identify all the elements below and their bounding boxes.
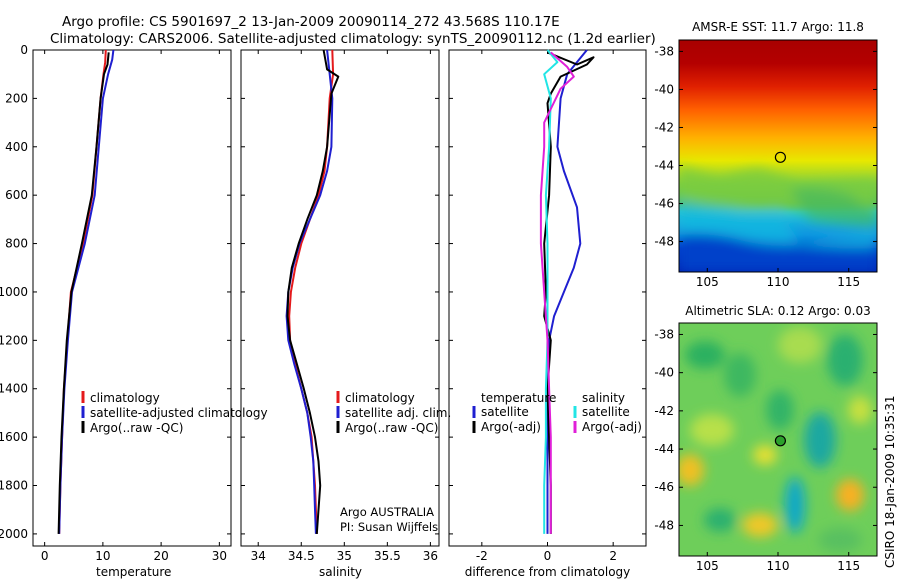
x-tick-label: 36 [423,549,438,563]
pi-label: PI: Susan Wijffels [340,520,438,534]
temperature-plot: 0 10 20 30 0 200 400 600 800 1000 1200 1400 1600 1800… [0,43,231,579]
sst-argo-location-marker [774,151,787,163]
salinity-legend: climatology satellite adj. clim. Argo(..… [336,391,451,435]
legend-label-temp-argo: Argo(-adj) [481,420,541,434]
x-tick-label: 34 [251,549,266,563]
y-tick-label: 400 [5,140,28,154]
y-tick-label: -46 [654,480,674,494]
series-line-argo-adj- [543,51,595,534]
y-tick-label: 0 [20,43,28,57]
figure-title-line1: Argo profile: CS 5901697_2 13-Jan-2009 2… [62,14,560,30]
x-tick-label: 0 [544,549,552,563]
x-tick-label: 105 [696,559,719,573]
y-tick-label: 1600 [0,430,28,444]
y-tick-label: -38 [654,44,674,58]
legend-label-climatology: climatology [345,391,415,405]
series-line-satellite [543,49,559,534]
series-line-argo-raw-qc- [57,52,110,534]
difference-x-axis-label: difference from climatology [465,565,631,579]
y-tick-label: 200 [5,91,28,105]
y-tick-label: 2000 [0,527,28,541]
legend-label-satellite: satellite adj. clim. [345,406,451,420]
y-tick-label: 1000 [0,285,28,299]
y-tick-label: 1400 [0,382,28,396]
y-tick-label: -42 [654,120,674,134]
y-tick-label: -46 [654,197,674,211]
x-tick-label: 110 [767,559,790,573]
x-tick-label: 35.5 [374,549,401,563]
x-tick-label: 2 [609,549,617,563]
salinity-x-axis-label: salinity [319,565,362,579]
x-tick-label: 115 [837,559,860,573]
x-tick-label: 30 [212,549,227,563]
legend-label-argo: Argo(..raw -QC) [345,421,438,435]
y-tick-label: -48 [654,235,674,249]
y-tick-label: 600 [5,188,28,202]
sst-map-axes: 105 110 115 -38 -40 -42 -44 -46 -48 [654,44,877,289]
y-tick-label: 800 [5,237,28,251]
x-tick-label: 110 [767,275,790,289]
x-tick-label: 35 [337,549,352,563]
y-tick-label: -40 [654,366,674,380]
y-tick-label: 1800 [0,479,28,493]
series-line-argo-raw-qc- [286,49,340,534]
y-tick-label: -44 [654,442,674,456]
legend-label-sal-satellite: satellite [582,405,630,419]
figure-title-line2: Climatology: CARS2006. Satellite-adjuste… [50,31,656,47]
y-tick-label: -40 [654,82,674,96]
y-tick-label: -38 [654,327,674,341]
salinity-plot-frame [240,49,440,547]
legend-header-salinity: salinity [582,391,625,405]
x-tick-label: 20 [153,549,168,563]
y-tick-label: 1200 [0,333,28,347]
y-tick-label: -42 [654,404,674,418]
legend-label-climatology: climatology [90,391,160,405]
difference-legend: temperature salinity satellite Argo(-adj… [472,391,642,434]
legend-label-satellite: satellite-adjusted climatology [90,406,268,420]
sla-argo-location-marker [774,435,787,447]
sst-map-field [679,40,877,272]
difference-plot: -2 0 2 difference from climatology [449,49,646,579]
temperature-plot-frame [32,49,232,547]
x-tick-label: 115 [837,275,860,289]
credit-label: CSIRO 18-Jan-2009 10:35:31 [883,396,897,568]
legend-label-sal-argo: Argo(-adj) [582,420,642,434]
x-tick-label: -2 [476,549,488,563]
temperature-x-axis-label: temperature [96,565,171,579]
sla-map-field [679,323,877,556]
sst-map-title: AMSR-E SST: 11.7 Argo: 11.8 [692,20,864,34]
x-tick-label: 10 [95,549,110,563]
agency-label: Argo AUSTRALIA [340,505,434,519]
x-tick-label: 0 [41,549,49,563]
salinity-plot: 34 34.5 35 35.5 36 salinity [241,49,439,579]
x-tick-label: 105 [696,275,719,289]
temperature-legend: climatology satellite-adjusted climatolo… [81,391,268,435]
legend-label-temp-satellite: satellite [481,405,529,419]
sla-map-title: Altimetric SLA: 0.12 Argo: 0.03 [685,304,870,318]
legend-header-temperature: temperature [481,391,556,405]
y-tick-label: -48 [654,518,674,532]
legend-label-argo: Argo(..raw -QC) [90,421,183,435]
y-tick-label: -44 [654,159,674,173]
series-line-argo-adj- [539,51,575,534]
x-tick-label: 34.5 [288,549,315,563]
sla-map-axes: 105 110 115 -38 -40 -42 -44 -46 -48 [654,327,877,573]
